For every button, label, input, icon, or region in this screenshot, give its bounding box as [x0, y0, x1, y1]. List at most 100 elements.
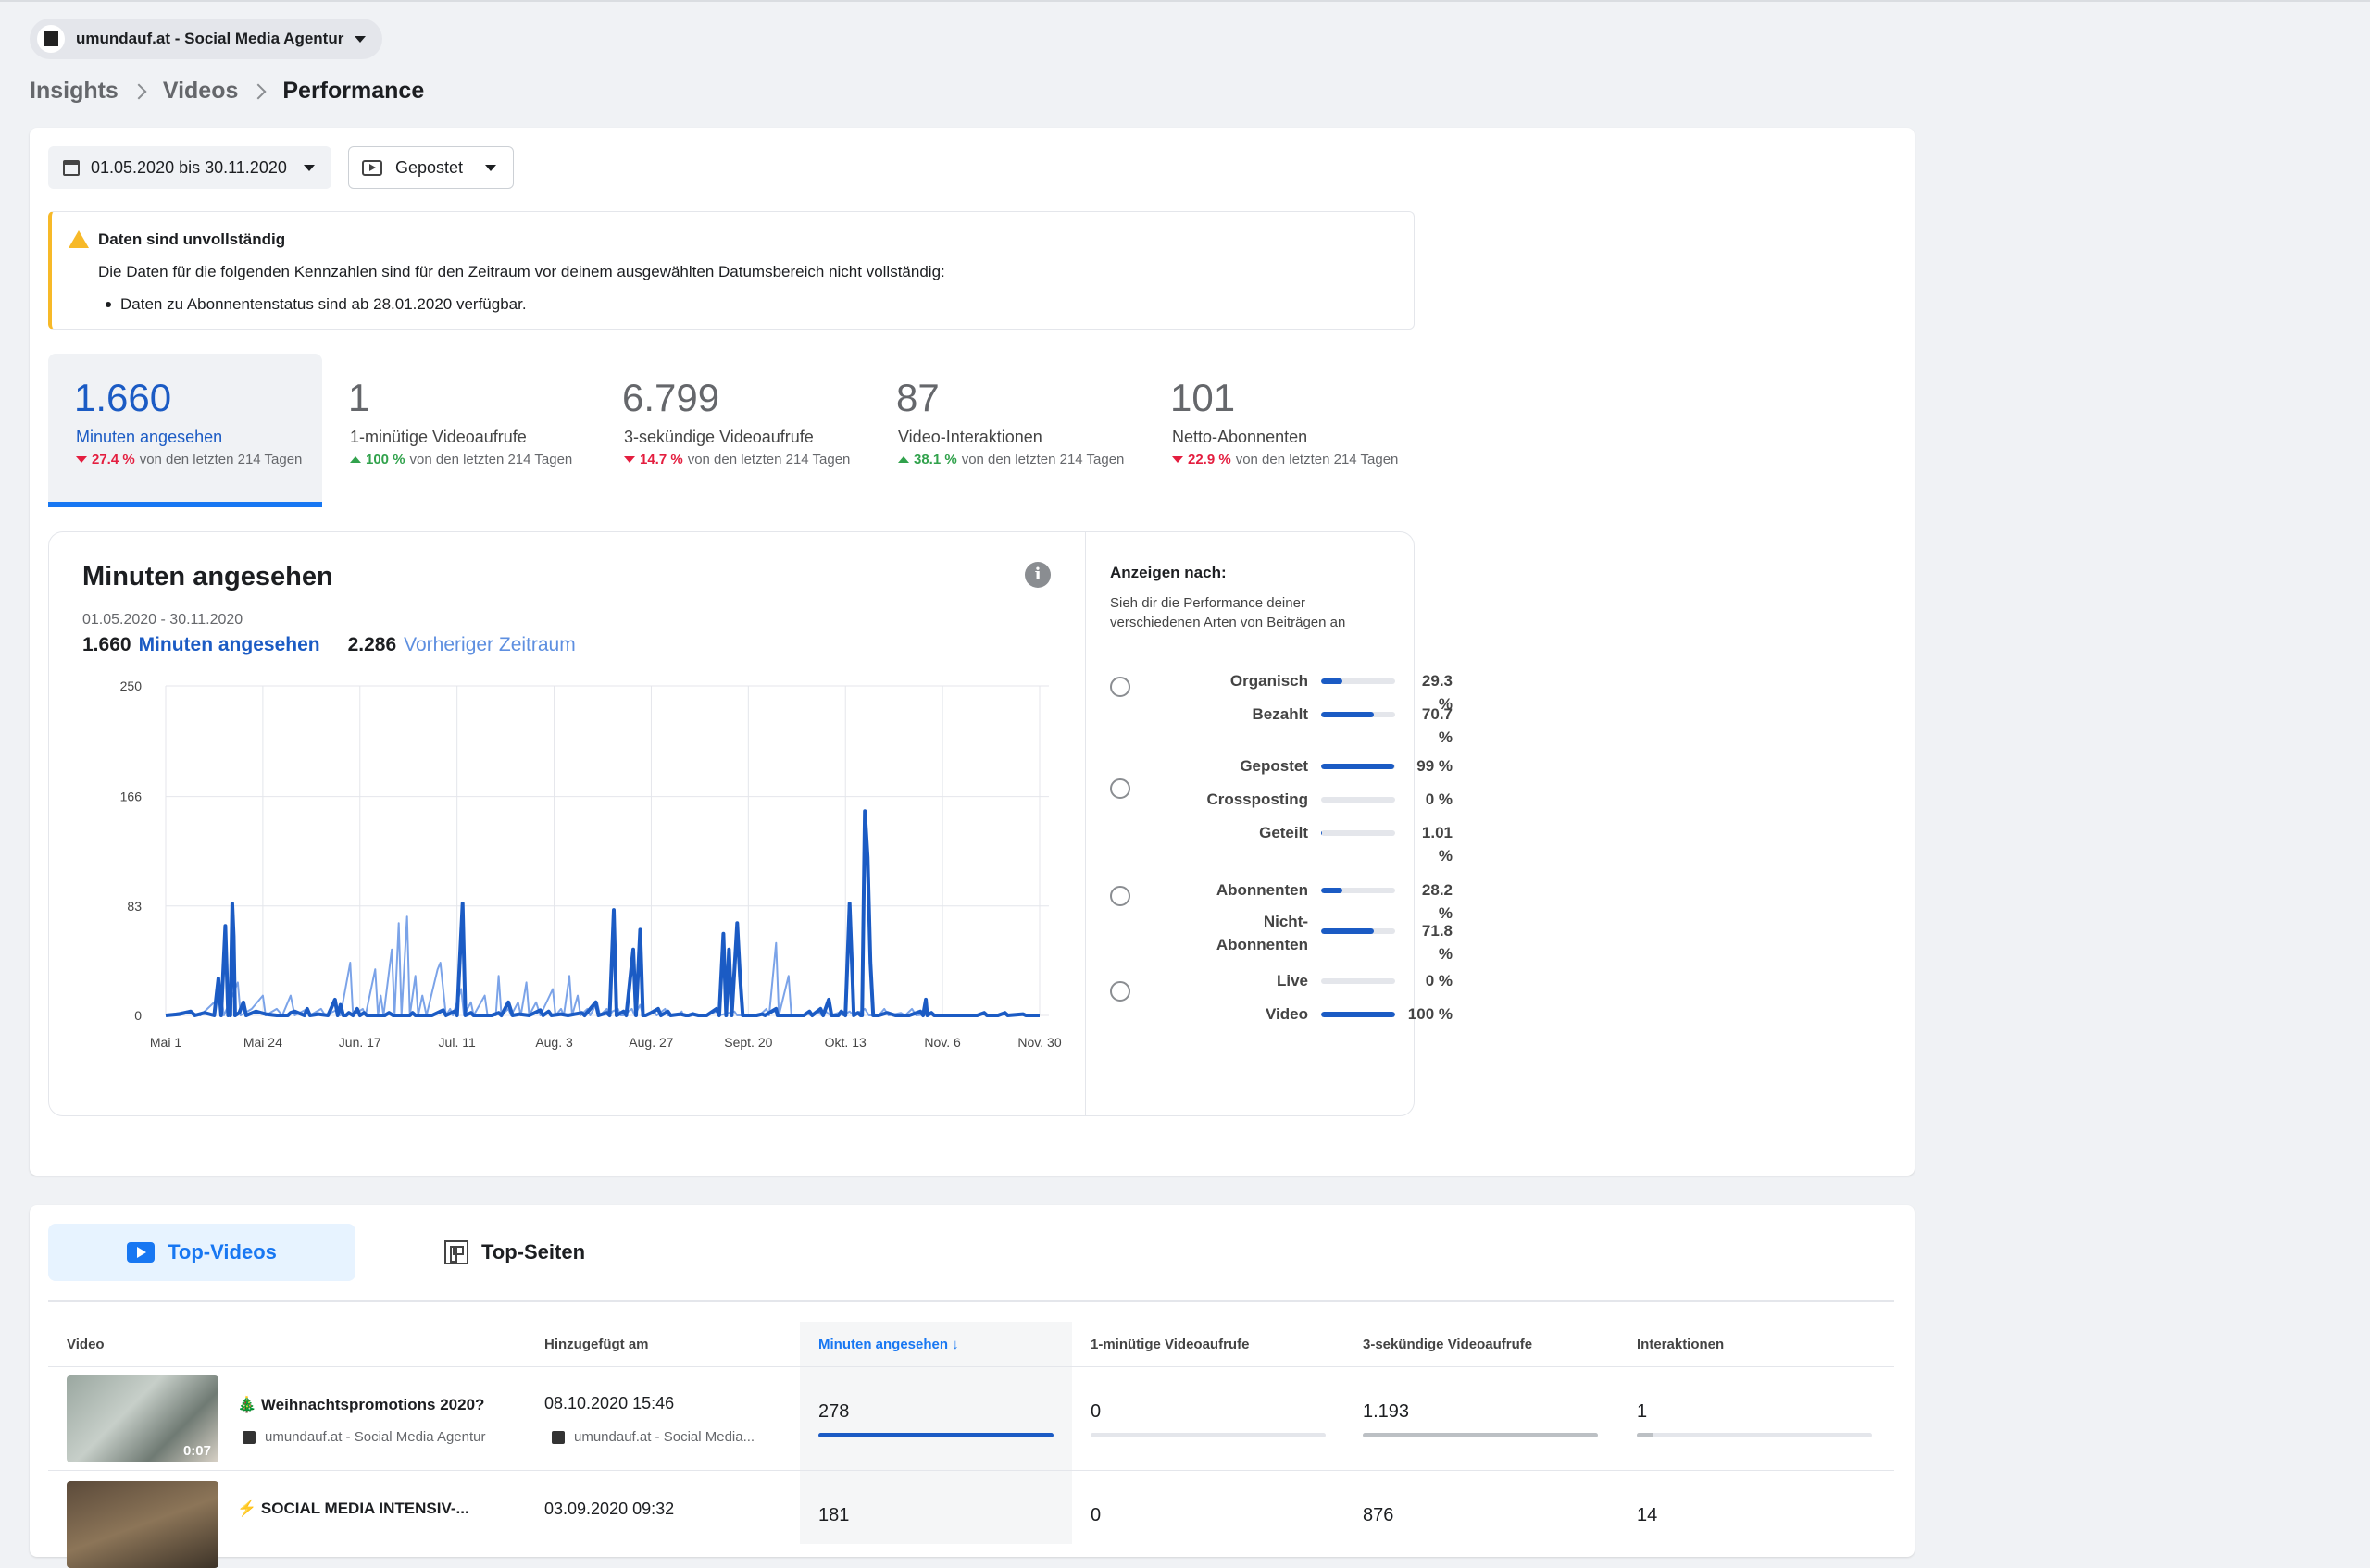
metric-label: Netto-Abonnenten [1172, 428, 1308, 446]
metric-change: 22.9 % von den letzten 214 Tagen [1172, 452, 1398, 467]
previous-legend[interactable]: Vorheriger Zeitraum [404, 634, 576, 655]
caret-down-icon [485, 164, 497, 171]
x-tick-label: Okt. 13 [825, 1035, 867, 1050]
x-tick-label: Jul. 11 [439, 1035, 476, 1050]
metric-video-interactions[interactable]: 87 Video-Interaktionen 38.1 % von den le… [870, 354, 1144, 507]
breakdown-label: Organisch [1229, 672, 1308, 690]
header-1min-views[interactable]: 1-minütige Videoaufrufe [1091, 1337, 1250, 1352]
breakdown-bar [1321, 978, 1395, 984]
metric-change-pct: 100 % [366, 452, 405, 467]
breakdown-percentage: 28.2 % [1421, 881, 1453, 922]
current-legend[interactable]: Minuten angesehen [138, 634, 320, 655]
current-total: 1.660 [82, 634, 131, 655]
breakdown-percentage: 99 % [1416, 757, 1453, 775]
video-title-text: SOCIAL MEDIA INTENSIV-... [260, 1500, 469, 1517]
breakdown-label: Bezahlt [1252, 705, 1308, 723]
video-title[interactable]: 🎄 Weihnachtspromotions 2020? [237, 1396, 484, 1414]
breakdown-bar [1321, 888, 1395, 893]
interactions-value: 1 [1637, 1401, 1648, 1422]
metric-minutes-viewed[interactable]: 1.660 Minuten angesehen 27.4 % von den l… [48, 354, 322, 507]
metric-3sec-views[interactable]: 6.799 3-sekündige Videoaufrufe 14.7 % vo… [596, 354, 870, 507]
interactions-value: 14 [1637, 1505, 1658, 1525]
breakdown-percentage: 100 % [1407, 1005, 1453, 1023]
page-selector[interactable]: umundauf.at - Social Media Agentur [30, 19, 383, 59]
breakdown-radio[interactable] [1110, 677, 1130, 697]
header-video[interactable]: Video [67, 1337, 105, 1352]
header-interactions[interactable]: Interaktionen [1637, 1337, 1725, 1352]
x-tick-label: Aug. 27 [629, 1035, 673, 1050]
video-date-page-name: umundauf.at - Social Media... [574, 1429, 755, 1445]
chart-summary: 1.660 Minuten angesehen 2.286 Vorheriger… [82, 634, 576, 656]
trend-down-icon [1172, 456, 1183, 463]
chart-date-range: 01.05.2020 - 30.11.2020 [82, 612, 243, 628]
chart-divider [1085, 532, 1086, 1115]
breakdown-label: Crossposting [1206, 790, 1308, 808]
incomplete-data-warning: Daten sind unvollständig Die Daten für d… [48, 211, 1415, 330]
tab-top-videos[interactable]: Top-Videos [48, 1224, 356, 1281]
metric-1min-views[interactable]: 1 1-minütige Videoaufrufe 100 % von den … [322, 354, 596, 507]
video-thumbnail[interactable] [67, 1481, 218, 1568]
metric-change-pct: 27.4 % [92, 452, 135, 467]
breakdown-bar-fill [1321, 1012, 1395, 1017]
metric-change: 27.4 % von den letzten 214 Tagen [76, 452, 302, 467]
breakdown-bar [1321, 830, 1395, 836]
video-title[interactable]: ⚡ SOCIAL MEDIA INTENSIV-... [237, 1500, 469, 1518]
breakdown-percentage: 0 % [1425, 790, 1453, 808]
video-thumbnail[interactable]: 0:07 [67, 1375, 218, 1462]
metric-change-pct: 14.7 % [640, 452, 683, 467]
metric-change: 14.7 % von den letzten 214 Tagen [624, 452, 850, 467]
caret-down-icon [303, 164, 315, 171]
breakdown-radio[interactable] [1110, 981, 1130, 1002]
page-mini-logo-icon [243, 1430, 256, 1444]
breakdown-radio[interactable] [1110, 778, 1130, 799]
minutes-viewed-bar-fill [818, 1433, 1054, 1437]
y-tick-label: 166 [120, 790, 143, 804]
minutes-viewed-value: 278 [818, 1401, 850, 1422]
breakdown-radio[interactable] [1110, 886, 1130, 906]
warning-bullet: Daten zu Abonnentenstatus sind ab 28.01.… [106, 295, 527, 313]
minutes-viewed-bar [818, 1433, 1054, 1437]
tab-top-pages[interactable]: Top-Seiten [444, 1224, 585, 1281]
breadcrumb: Insights Videos Performance [30, 78, 424, 105]
metric-change-suffix: von den letzten 214 Tagen [1235, 452, 1399, 467]
breakdown-percentage: 1.01 % [1421, 824, 1453, 865]
trend-up-icon [898, 456, 909, 463]
three-sec-views-value: 876 [1363, 1505, 1394, 1525]
date-range-filter[interactable]: 01.05.2020 bis 30.11.2020 [48, 146, 331, 189]
post-type-filter[interactable]: Gepostet [348, 146, 515, 189]
pages-icon [444, 1240, 468, 1264]
table-row-divider [48, 1470, 1894, 1471]
header-added[interactable]: Hinzugefügt am [544, 1337, 649, 1352]
breakdown-bar [1321, 1012, 1395, 1017]
series-line-current[interactable] [165, 809, 1040, 1017]
breadcrumb-insights[interactable]: Insights [30, 78, 118, 104]
breakdown-bar-fill [1321, 678, 1343, 684]
header-minutes-viewed[interactable]: Minuten angesehen ↓ [818, 1337, 959, 1352]
info-icon[interactable]: i [1025, 562, 1051, 588]
metric-change: 100 % von den letzten 214 Tagen [350, 452, 572, 467]
breakdown-label: Video [1266, 1005, 1308, 1023]
metric-label: Video-Interaktionen [898, 428, 1042, 446]
top-border [0, 0, 2370, 2]
calendar-icon [63, 159, 80, 176]
metric-change: 38.1 % von den letzten 214 Tagen [898, 452, 1124, 467]
metric-net-followers[interactable]: 101 Netto-Abonnenten 22.9 % von den letz… [1144, 354, 1418, 507]
three-sec-views-value: 1.193 [1363, 1401, 1410, 1422]
video-title-emoji: ⚡ [237, 1500, 257, 1517]
breakdown-label: Abonnenten [1216, 881, 1308, 899]
page-logo-icon [37, 25, 65, 53]
post-type-text: Gepostet [395, 157, 464, 177]
warning-icon [69, 230, 89, 248]
metric-change-pct: 38.1 % [914, 452, 957, 467]
video-page: umundauf.at - Social Media Agentur [243, 1429, 485, 1445]
video-date: 08.10.2020 15:46 [544, 1394, 675, 1412]
breadcrumb-videos[interactable]: Videos [162, 78, 239, 104]
header-3sec-views[interactable]: 3-sekündige Videoaufrufe [1363, 1337, 1533, 1352]
metric-label: Minuten angesehen [76, 428, 223, 446]
tab-top-pages-label: Top-Seiten [481, 1240, 586, 1263]
warning-text: Die Daten für die folgenden Kennzahlen s… [98, 263, 945, 280]
interactions-bar [1637, 1433, 1872, 1437]
x-tick-label: Nov. 30 [1017, 1035, 1061, 1050]
warning-title: Daten sind unvollständig [98, 230, 286, 248]
y-tick-label: 250 [120, 678, 143, 693]
